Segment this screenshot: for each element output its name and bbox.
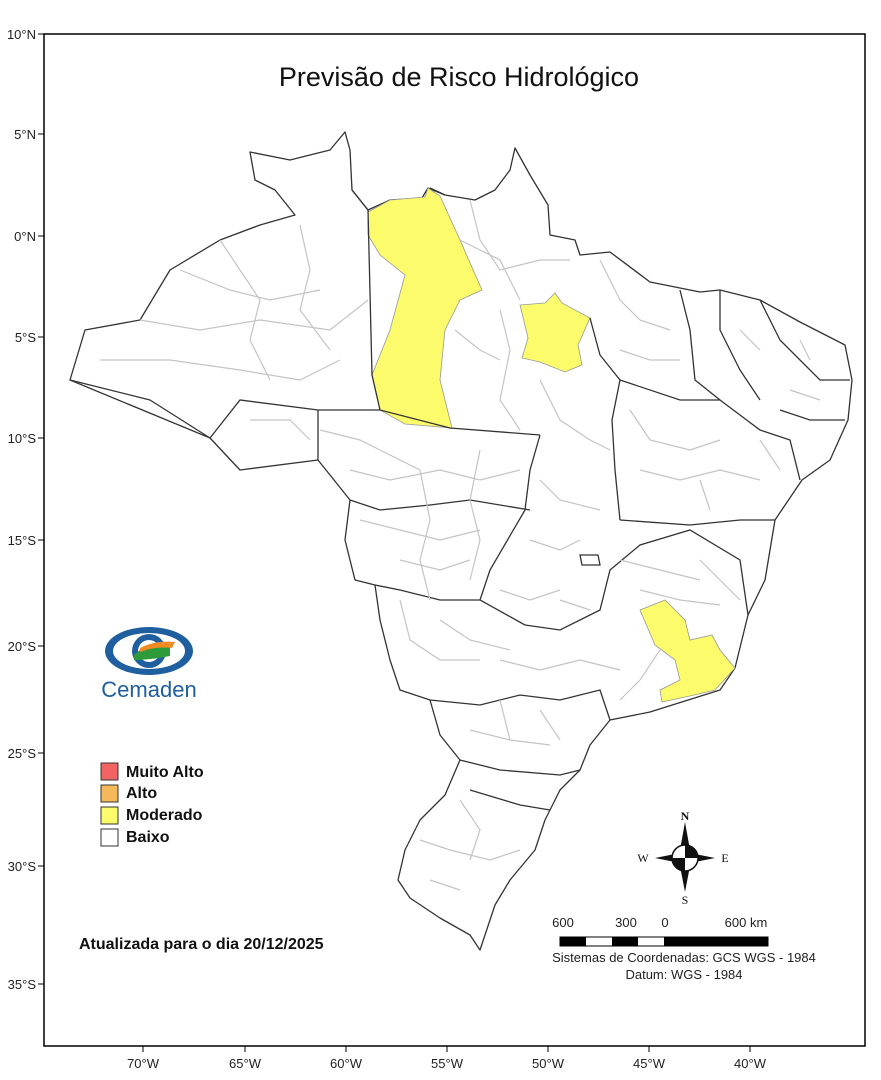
x-tick-label: 65°W (229, 1056, 262, 1071)
scale-bar: 600 300 0 600 km (552, 915, 769, 947)
scale-label: 600 km (725, 915, 768, 930)
moderado-region (639, 599, 736, 703)
legend-swatch (100, 828, 119, 847)
legend-label: Muito Alto (126, 764, 204, 781)
coord-system-text: Sistemas de Coordenadas: GCS WGS - 1984 (552, 950, 816, 965)
brazil-outline (69, 131, 853, 951)
compass-n: N (681, 809, 690, 823)
datum-text: Datum: WGS - 1984 (625, 967, 742, 982)
update-date: Atualizada para o dia 20/12/2025 (79, 936, 324, 953)
cemaden-logo: Cemaden (101, 627, 197, 702)
y-axis: 10°N 5°N 0°N 5°S 10°S 15°S 20°S 25°S 30°… (7, 27, 44, 992)
legend: Muito Alto Alto Moderado Baixo (100, 762, 204, 847)
x-tick-label: 55°W (431, 1056, 464, 1071)
compass-e: E (721, 851, 728, 865)
y-tick-label: 10°N (7, 27, 36, 42)
moderado-region (519, 292, 591, 373)
legend-label: Alto (126, 785, 157, 802)
y-tick-label: 5°S (15, 330, 36, 345)
legend-label: Baixo (126, 829, 170, 846)
y-tick-label: 30°S (8, 859, 37, 874)
scale-label: 0 (661, 915, 668, 930)
moderado-region (367, 187, 483, 429)
map-title: Previsão de Risco Hidrológico (279, 62, 639, 92)
municipal-borders (100, 199, 821, 891)
x-tick-label: 50°W (532, 1056, 565, 1071)
legend-swatch (100, 762, 119, 781)
x-axis: 70°W 65°W 60°W 55°W 50°W 45°W 40°W (127, 1046, 767, 1071)
x-tick-label: 40°W (734, 1056, 767, 1071)
scale-label: 300 (615, 915, 637, 930)
y-tick-label: 0°N (14, 229, 36, 244)
x-tick-label: 45°W (633, 1056, 666, 1071)
x-tick-label: 70°W (127, 1056, 160, 1071)
y-tick-label: 10°S (8, 431, 37, 446)
state-borders (69, 187, 850, 811)
y-tick-label: 5°N (14, 127, 36, 142)
legend-label: Moderado (126, 807, 203, 824)
compass-rose-icon: N S E W (637, 809, 728, 907)
compass-s: S (682, 893, 689, 907)
legend-swatch (100, 784, 119, 803)
y-tick-label: 15°S (8, 533, 37, 548)
y-tick-label: 35°S (8, 977, 37, 992)
y-tick-label: 25°S (8, 746, 37, 761)
x-tick-label: 60°W (330, 1056, 363, 1071)
legend-swatch (100, 806, 119, 825)
scale-label: 600 (552, 915, 574, 930)
compass-w: W (637, 851, 649, 865)
y-tick-label: 20°S (8, 639, 37, 654)
logo-text: Cemaden (101, 677, 196, 702)
